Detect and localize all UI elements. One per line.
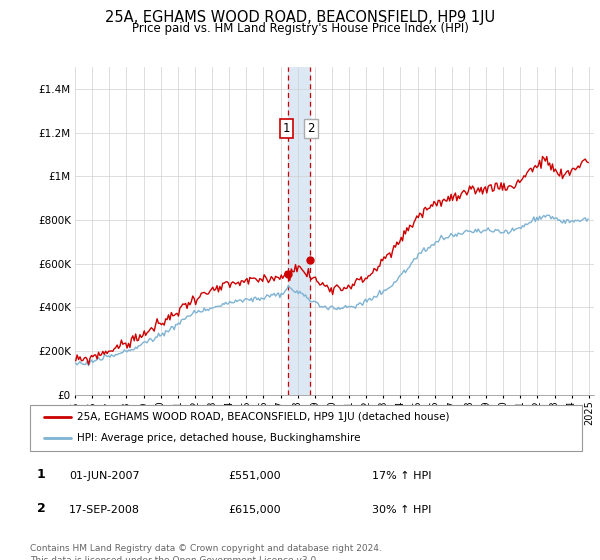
Text: £615,000: £615,000 xyxy=(228,505,281,515)
Text: Contains HM Land Registry data © Crown copyright and database right 2024.
This d: Contains HM Land Registry data © Crown c… xyxy=(30,544,382,560)
Text: 30% ↑ HPI: 30% ↑ HPI xyxy=(372,505,431,515)
Text: 1: 1 xyxy=(283,122,290,135)
Text: 01-JUN-2007: 01-JUN-2007 xyxy=(69,472,140,481)
Text: 17% ↑ HPI: 17% ↑ HPI xyxy=(372,472,431,481)
Text: 1: 1 xyxy=(37,468,46,481)
Text: £551,000: £551,000 xyxy=(228,472,281,481)
FancyBboxPatch shape xyxy=(30,405,582,451)
Text: 17-SEP-2008: 17-SEP-2008 xyxy=(69,505,140,515)
Text: 2: 2 xyxy=(307,122,314,135)
Text: Price paid vs. HM Land Registry's House Price Index (HPI): Price paid vs. HM Land Registry's House … xyxy=(131,22,469,35)
Text: 25A, EGHAMS WOOD ROAD, BEACONSFIELD, HP9 1JU (detached house): 25A, EGHAMS WOOD ROAD, BEACONSFIELD, HP9… xyxy=(77,412,449,422)
Text: 2: 2 xyxy=(37,502,46,515)
Bar xyxy=(288,67,310,395)
Text: 25A, EGHAMS WOOD ROAD, BEACONSFIELD, HP9 1JU: 25A, EGHAMS WOOD ROAD, BEACONSFIELD, HP9… xyxy=(105,10,495,25)
Text: HPI: Average price, detached house, Buckinghamshire: HPI: Average price, detached house, Buck… xyxy=(77,433,361,444)
